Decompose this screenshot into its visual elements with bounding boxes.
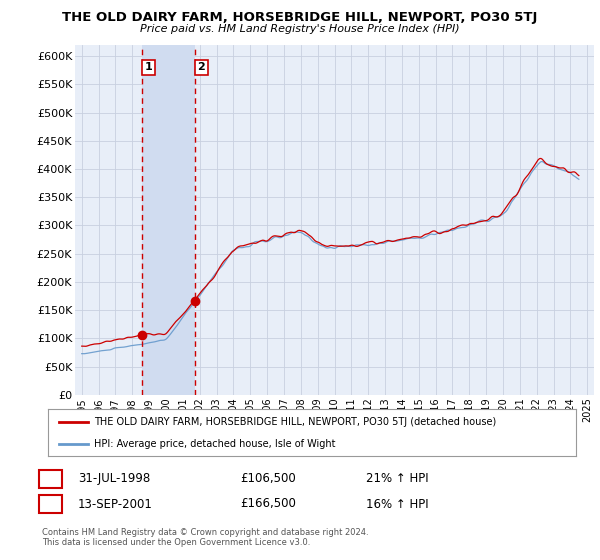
Text: 1: 1 xyxy=(46,472,55,486)
Text: 13-SEP-2001: 13-SEP-2001 xyxy=(78,497,153,511)
Text: £166,500: £166,500 xyxy=(240,497,296,511)
Text: 2: 2 xyxy=(46,497,55,511)
Text: 1: 1 xyxy=(145,62,152,72)
Text: THE OLD DAIRY FARM, HORSEBRIDGE HILL, NEWPORT, PO30 5TJ: THE OLD DAIRY FARM, HORSEBRIDGE HILL, NE… xyxy=(62,11,538,24)
Text: Price paid vs. HM Land Registry's House Price Index (HPI): Price paid vs. HM Land Registry's House … xyxy=(140,24,460,34)
Text: 16% ↑ HPI: 16% ↑ HPI xyxy=(366,497,428,511)
Bar xyxy=(142,45,195,395)
Text: HPI: Average price, detached house, Isle of Wight: HPI: Average price, detached house, Isle… xyxy=(94,438,336,449)
Text: 2: 2 xyxy=(197,62,205,72)
Text: 31-JUL-1998: 31-JUL-1998 xyxy=(78,472,150,486)
Text: 21% ↑ HPI: 21% ↑ HPI xyxy=(366,472,428,486)
Text: Contains HM Land Registry data © Crown copyright and database right 2024.
This d: Contains HM Land Registry data © Crown c… xyxy=(42,528,368,547)
Text: £106,500: £106,500 xyxy=(240,472,296,486)
Text: THE OLD DAIRY FARM, HORSEBRIDGE HILL, NEWPORT, PO30 5TJ (detached house): THE OLD DAIRY FARM, HORSEBRIDGE HILL, NE… xyxy=(94,417,497,427)
